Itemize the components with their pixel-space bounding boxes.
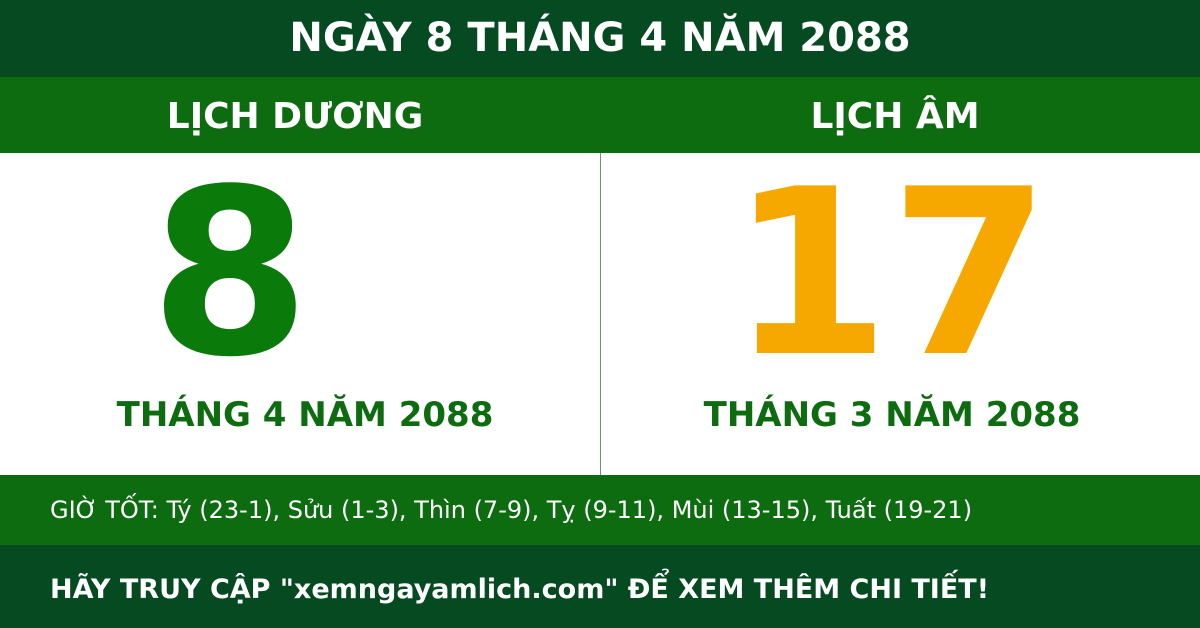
lunar-label: LỊCH ÂM — [810, 96, 980, 137]
divider — [600, 153, 601, 475]
lunar-day: 17 — [729, 141, 1051, 408]
lunar-month-year: THÁNG 3 NĂM 2088 — [703, 395, 1081, 435]
title: NGÀY 8 THÁNG 4 NĂM 2088 — [0, 0, 1200, 77]
solar-month-year: THÁNG 4 NĂM 2088 — [116, 395, 494, 435]
solar-day: 8 — [149, 141, 311, 408]
footer: HÃY TRUY CẬP "xemngayamlich.com" ĐỂ XEM … — [0, 545, 1200, 628]
solar-label: LỊCH DƯƠNG — [166, 96, 424, 137]
label-bar: LỊCH DƯƠNG LỊCH ÂM — [0, 77, 1200, 153]
good-hours: GIỜ TỐT: Tý (23-1), Sửu (1-3), Thìn (7-9… — [0, 475, 1200, 545]
